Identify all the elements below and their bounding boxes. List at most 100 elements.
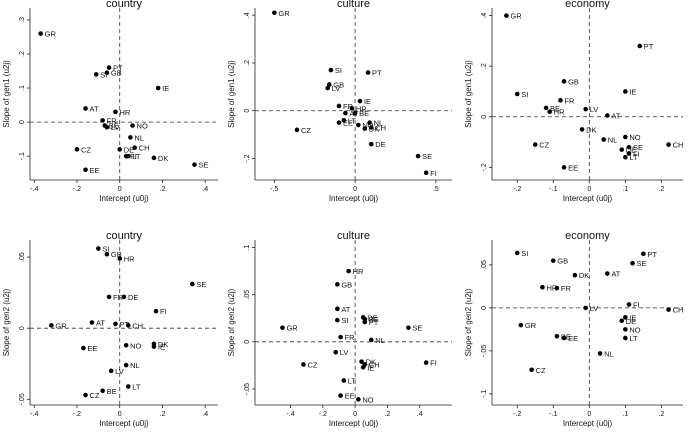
data-point (583, 106, 588, 112)
point-label: GR (525, 321, 537, 330)
x-axis-label: Intercept (u0j) (329, 419, 379, 428)
point-label: IE (158, 343, 165, 352)
point-label: SE (412, 324, 422, 333)
data-point (605, 271, 610, 276)
data-point (601, 137, 607, 142)
y-tick-label: .3 (19, 17, 26, 23)
data-point (514, 250, 520, 256)
data-point (106, 65, 112, 70)
data-point (343, 110, 348, 116)
point-label: FI (430, 169, 437, 178)
x-tick-label: .1 (622, 186, 628, 193)
point-label: SI (102, 245, 109, 254)
data-point (605, 113, 610, 118)
panel-3: economy -.2 -.1 0 .1 .2 -.2 0 .2 .4 Intercept (u0j… (464, 0, 683, 203)
point-label: EE (345, 392, 355, 401)
data-point (666, 307, 671, 312)
x-tick-label: -.4 (286, 411, 294, 418)
data-point (630, 260, 635, 266)
data-point (406, 325, 411, 330)
data-point (272, 10, 277, 16)
point-label: PT (113, 64, 123, 73)
data-point (280, 325, 285, 330)
y-tick-label: -.1 (19, 152, 26, 160)
point-label: FR (564, 96, 575, 105)
point-label: CH (139, 144, 150, 153)
point-label: IE (364, 97, 371, 106)
y-axis-label: Slope of gen2 (u2j) (227, 288, 236, 356)
point-label: EE (568, 334, 578, 343)
point-label: DK (158, 154, 168, 163)
point-label: NL (608, 136, 618, 145)
point-label: GB (568, 77, 579, 86)
panel-title: culture (337, 0, 370, 10)
point-label: PT (119, 320, 129, 329)
point-label: LV (115, 367, 124, 376)
x-tick-label: -.4 (30, 186, 38, 193)
data-point (543, 105, 549, 111)
data-point (81, 345, 86, 351)
panel-title: economy (565, 230, 610, 242)
data-point (561, 165, 567, 170)
point-label: FR (561, 284, 572, 293)
x-tick-label: -.2 (73, 411, 81, 418)
point-label: SI (100, 70, 107, 79)
x-tick-label: -.1 (549, 411, 557, 418)
y-tick-label: .05 (481, 260, 488, 270)
data-point (365, 70, 371, 75)
point-label: AT (341, 305, 350, 314)
data-point (336, 120, 342, 125)
data-point (113, 321, 118, 327)
point-label: NO (362, 395, 373, 404)
point-label: FI (430, 359, 437, 368)
panel-5: culture -.4 -.2 0 .2 .4 -.05 0 .05 .1 Intercept (u… (227, 230, 452, 428)
point-label: FR (113, 293, 124, 302)
data-point (362, 126, 368, 131)
data-point (504, 13, 509, 18)
point-label: BE (107, 387, 117, 396)
point-label: NL (604, 349, 614, 358)
y-tick-label: .2 (244, 60, 251, 66)
point-label: CH (673, 306, 684, 315)
data-point (326, 82, 332, 87)
data-point (93, 72, 99, 77)
data-point (357, 98, 363, 104)
point-label: AT (611, 270, 620, 279)
data-point (362, 319, 368, 325)
y-tick-label: .4 (244, 12, 251, 18)
data-point (514, 91, 520, 97)
point-label: HR (353, 267, 364, 276)
data-point (626, 302, 632, 307)
panel-6: economy -.2 -.1 0 .1 .2 -.1 -.05 0 .05 Intercept (… (464, 230, 683, 428)
data-point (123, 362, 129, 368)
data-point (325, 85, 330, 91)
point-label: AT (90, 104, 99, 113)
point-label: LT (629, 153, 638, 162)
x-tick-label: -.2 (73, 186, 81, 193)
point-label: HR (546, 283, 557, 292)
point-label: FR (107, 116, 118, 125)
data-point (641, 251, 646, 257)
point-label: DE (367, 313, 377, 322)
data-point (108, 368, 114, 374)
data-point (623, 89, 628, 94)
data-point (540, 284, 545, 290)
data-point (550, 258, 556, 263)
point-label: PT (372, 69, 382, 78)
data-point (333, 349, 339, 355)
point-label: GR (510, 12, 522, 21)
point-label: GR (55, 321, 67, 330)
point-label: DE (375, 140, 385, 149)
point-label: DK (158, 340, 168, 349)
point-label: SE (633, 143, 643, 152)
point-label: DE (626, 317, 636, 326)
data-point (360, 364, 366, 370)
point-label: IE (367, 363, 374, 372)
point-label: CZ (90, 391, 100, 400)
y-tick-label: .1 (19, 85, 26, 91)
data-point (554, 333, 560, 339)
data-point (619, 318, 625, 324)
y-tick-label: 0 (244, 340, 251, 344)
point-label: LT (629, 334, 638, 343)
point-label: BE (109, 122, 119, 131)
